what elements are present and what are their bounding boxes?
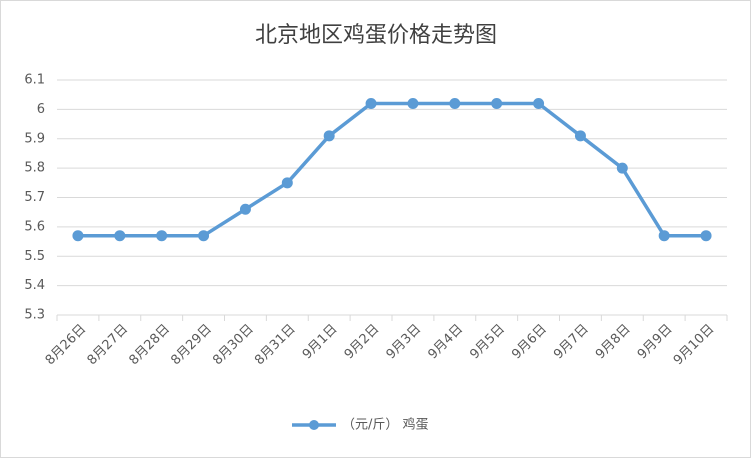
y-tick-label: 5.3 xyxy=(24,308,45,323)
marker xyxy=(616,162,628,174)
y-tick-label: 5.6 xyxy=(24,219,45,234)
line xyxy=(77,101,707,238)
chart-title: 北京地区鸡蛋价格走势图 xyxy=(255,23,497,48)
marker xyxy=(114,230,126,242)
y-tick-label: 5.7 xyxy=(24,190,45,205)
marker xyxy=(281,177,293,189)
y-tick-label: 5.4 xyxy=(24,278,45,293)
y-tick-label: 5.9 xyxy=(24,131,45,146)
legend-marker xyxy=(309,420,319,430)
marker xyxy=(156,230,168,242)
marker xyxy=(491,98,503,109)
marker xyxy=(574,130,586,142)
marker xyxy=(700,230,712,242)
y-tick-label: 5.8 xyxy=(24,161,45,176)
marker xyxy=(72,230,84,242)
y-tick-label: 5.5 xyxy=(24,249,45,264)
marker xyxy=(239,203,251,215)
legend-label: （元/斤） 鸡蛋 xyxy=(342,417,429,433)
marker xyxy=(365,98,377,109)
marker xyxy=(658,230,670,242)
y-tick-label: 6 xyxy=(37,102,45,117)
marker xyxy=(323,130,335,142)
marker xyxy=(533,98,545,109)
y-tick-label: 6.1 xyxy=(24,73,45,88)
marker xyxy=(449,98,461,109)
marker xyxy=(407,98,419,109)
marker xyxy=(198,230,210,242)
